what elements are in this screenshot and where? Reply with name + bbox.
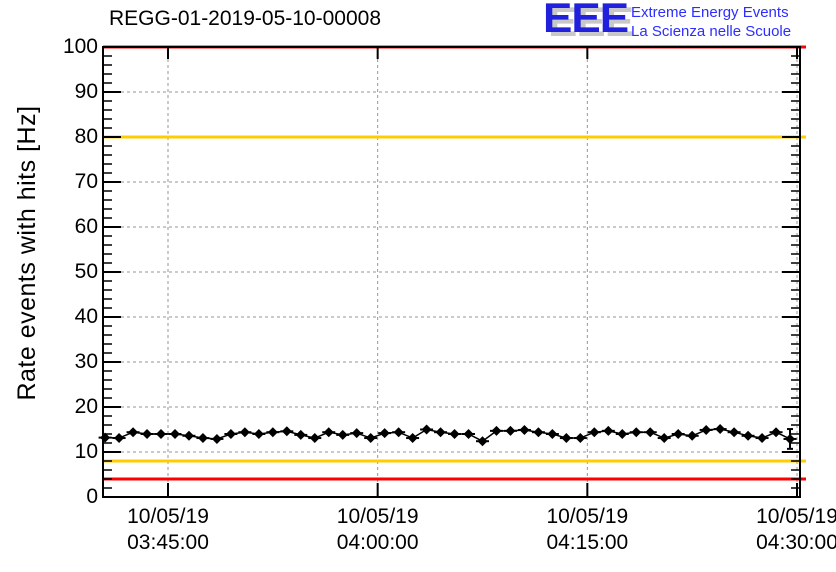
x-tick-date: 10/05/19 [546,505,629,528]
data-point-marker [295,429,306,440]
x-tick-label: 10/05/19 03:45:00 [93,504,243,556]
y-tick-label: 80 [74,125,98,148]
x-tick-time: 03:45:00 [127,531,209,554]
x-tick-time: 04:30:00 [756,531,836,554]
data-point-marker [603,425,614,436]
data-point-marker [337,429,348,440]
data-point-marker [393,427,404,438]
data-point-marker [197,433,208,444]
x-tick-date: 10/05/19 [756,505,836,528]
x-tick-date: 10/05/19 [336,505,419,528]
data-point-marker [239,427,250,438]
data-point-marker [785,433,796,444]
data-point-marker [631,427,642,438]
data-point-marker [659,433,670,444]
y-tick-label: 10 [74,440,98,463]
eee-logo-acronym: EEE [543,0,629,42]
data-point-marker [183,430,194,441]
x-tick-date: 10/05/19 [127,505,209,528]
data-point-marker [253,429,264,439]
data-point-marker [435,427,446,438]
data-point-marker [156,429,167,439]
data-point-marker [575,433,586,444]
x-tick-time: 04:00:00 [336,531,419,554]
data-point-marker [211,433,222,444]
data-point-marker [673,429,684,439]
eee-logo-line2: La Scienza nelle Scuole [631,23,792,40]
y-tick-label: 100 [62,35,98,58]
x-tick-time: 04:15:00 [546,531,629,554]
data-point-marker [169,429,180,439]
y-tick-label: 90 [74,80,98,103]
data-point-marker [491,425,502,436]
x-tick-label: 10/05/19 04:15:00 [512,504,662,556]
data-point-marker [309,433,320,444]
data-point-marker [701,424,712,435]
x-tick-label: 10/05/19 04:30:00 [722,504,836,556]
data-point-marker [267,427,278,438]
data-point-marker [645,427,656,438]
y-tick-label: 30 [74,350,98,373]
chart-title: REGG-01-2019-05-10-00008 [109,7,381,30]
data-point-marker [533,427,544,438]
data-point-marker [547,429,558,439]
data-point-marker [142,429,153,439]
data-point-marker [323,427,334,438]
data-point-marker [225,429,236,439]
data-point-marker [561,433,572,444]
data-point-marker [421,424,432,435]
y-tick-label: 60 [74,215,98,238]
data-point-marker [505,425,516,436]
eee-logo-text: Extreme Energy Events La Scienza nelle S… [631,3,791,41]
eee-logo-line1: Extreme Energy Events [631,4,789,21]
y-tick-label: 70 [74,170,98,193]
data-point-marker [351,428,362,439]
data-point-marker [407,433,418,444]
y-axis-title: Rate events with hits [Hz] [13,105,41,401]
data-point-marker [379,428,390,439]
data-point-marker [477,436,488,447]
data-point-marker [617,429,628,439]
y-tick-label: 0 [86,485,98,508]
y-tick-label: 20 [74,395,98,418]
data-point-marker [743,430,754,441]
x-tick-label: 10/05/19 04:00:00 [303,504,453,556]
data-point-marker [449,429,460,439]
y-tick-label: 40 [74,305,98,328]
data-point-marker [729,427,740,438]
data-point-marker [589,427,600,438]
data-point-marker [771,427,782,438]
data-point-marker [281,426,292,437]
data-point-marker [757,433,768,444]
data-point-marker [365,433,376,444]
data-point-marker [463,429,474,439]
y-tick-label: 50 [74,260,98,283]
data-point-marker [687,430,698,441]
data-point-marker [519,424,530,435]
data-point-marker [715,424,726,435]
data-point-marker [114,433,125,444]
data-point-marker [128,427,139,438]
